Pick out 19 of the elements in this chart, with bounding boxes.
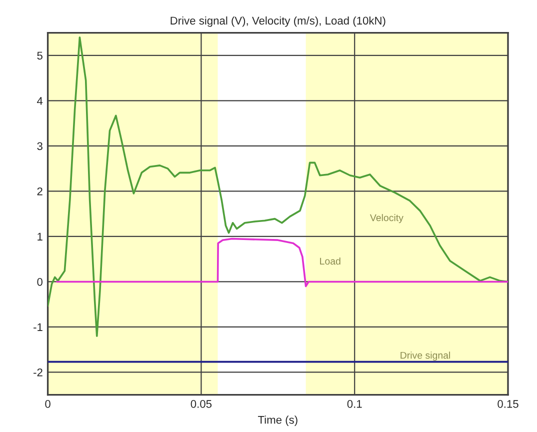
chart-title: Drive signal (V), Velocity (m/s), Load (10kN) <box>170 16 386 27</box>
y-tick-label: 1 <box>38 232 42 240</box>
x-tick-label: 0 <box>45 400 50 408</box>
y-tick-label: 0 <box>37 278 42 286</box>
y-tick-label: 2 <box>37 187 42 196</box>
series-label: Velocity <box>370 214 404 224</box>
x-tick-label: 0.05 <box>190 400 212 408</box>
series-label: Drive signal <box>400 352 450 361</box>
line-series <box>48 36 508 337</box>
y-tick-label: 4 <box>37 97 43 105</box>
x-tick-label: 0.15 <box>498 400 518 408</box>
x-axis-title: Time (s) <box>258 416 298 426</box>
line-series <box>56 238 508 288</box>
y-tick-label: -1 <box>34 323 42 331</box>
x-tick-label: 0.1 <box>347 400 362 408</box>
y-tick-label: -2 <box>34 368 42 376</box>
y-tick-label: 5 <box>37 52 42 60</box>
y-tick-label: 3 <box>37 142 42 150</box>
series-label: Load <box>320 257 340 265</box>
